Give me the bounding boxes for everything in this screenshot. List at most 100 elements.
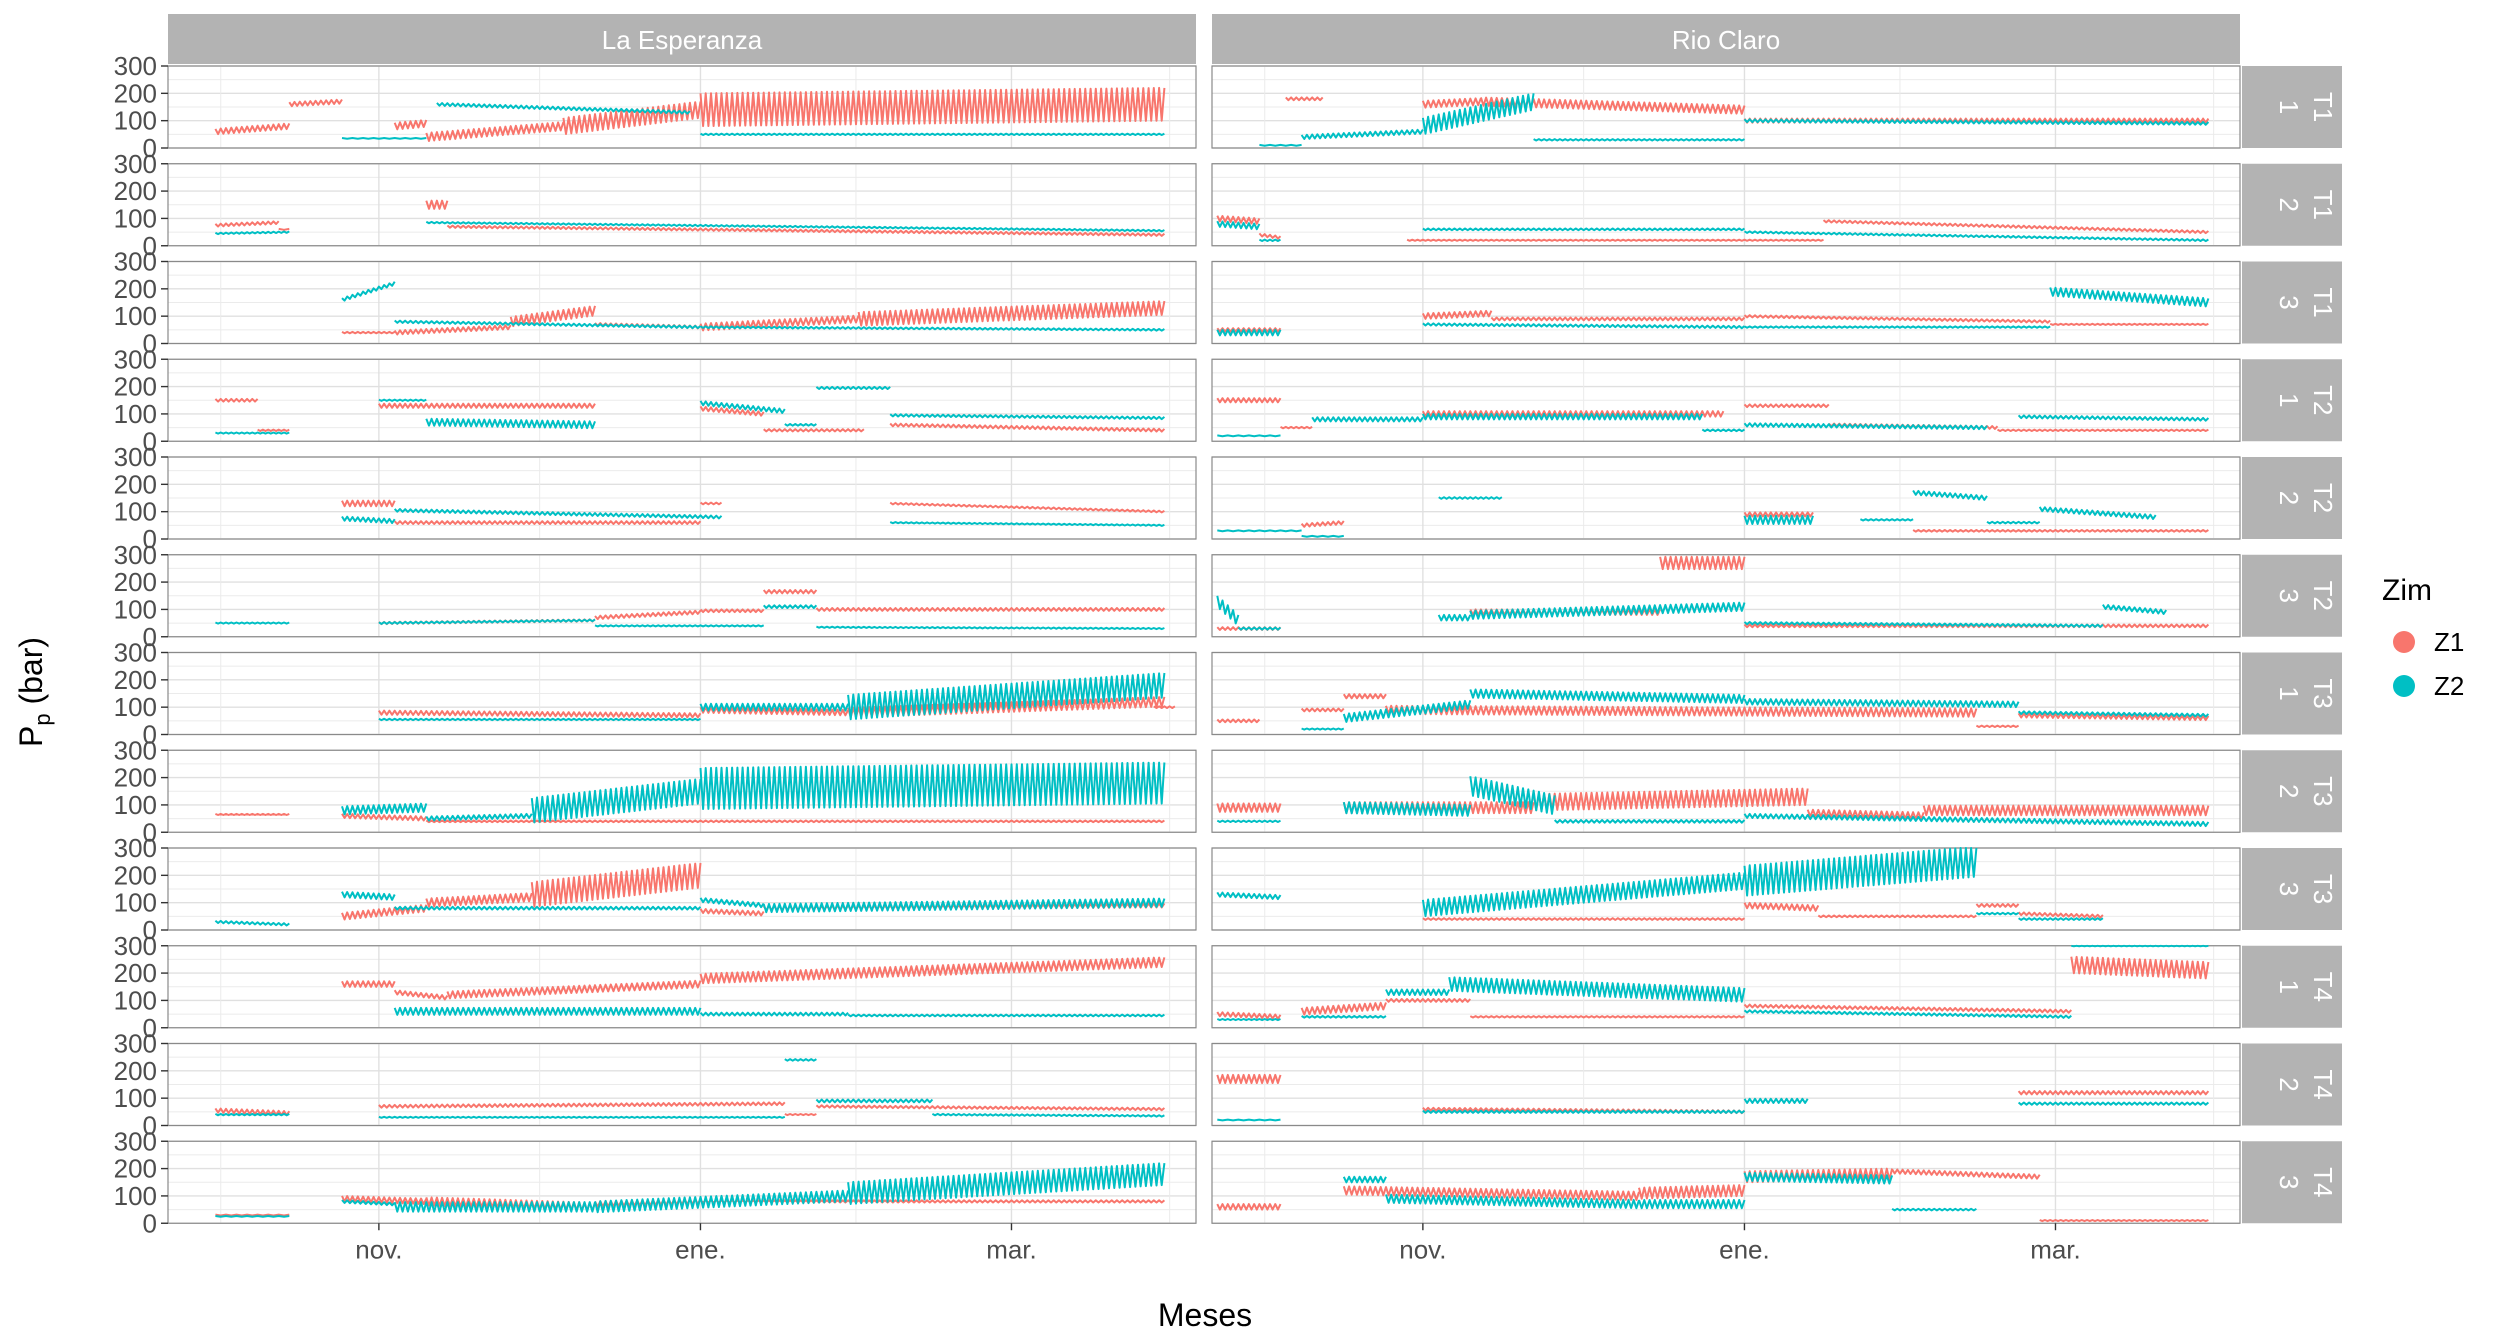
- series-line-segment: [215, 431, 290, 435]
- y-tick-label: 100: [114, 790, 157, 820]
- facet-strip-bg: [2242, 945, 2342, 1028]
- series-line-segment: [889, 413, 1166, 421]
- y-tick-label: 300: [114, 833, 157, 863]
- y-tick-label: 200: [114, 1056, 157, 1086]
- facet-strip-label-top: T3: [2308, 874, 2338, 904]
- series-z1: [341, 499, 1165, 525]
- series-line-segment: [1421, 97, 1482, 109]
- series-line-segment: [2018, 917, 2104, 921]
- series-line-segment: [1975, 911, 2020, 916]
- series-line-segment: [341, 980, 396, 988]
- facet-strip-label-bottom: 1: [2274, 100, 2304, 114]
- y-tick-label: 0: [143, 1208, 157, 1238]
- y-tick-label: 0: [143, 426, 157, 456]
- series-line-segment: [762, 897, 1166, 914]
- series-line-segment: [699, 405, 765, 417]
- series-z1: [214, 1101, 1166, 1117]
- y-tick-label: 0: [143, 817, 157, 847]
- facet-strip-label-top: T4: [2308, 1167, 2338, 1197]
- series-line-segment: [847, 696, 1166, 719]
- series-line-segment: [1743, 901, 1820, 912]
- facet-panel: [1211, 456, 2241, 540]
- facet-strip-bg: [2242, 554, 2342, 637]
- series-line-segment: [214, 919, 290, 927]
- series-line-segment: [699, 325, 1165, 332]
- series-line-segment: [1311, 416, 1424, 423]
- panel-border: [167, 163, 1197, 247]
- series-line-segment: [594, 624, 765, 628]
- series-line-segment: [425, 812, 533, 822]
- series-z2: [341, 281, 1165, 332]
- x-axis: nov. ene. mar.: [1399, 1223, 2081, 1264]
- series-line-segment: [2017, 414, 2210, 422]
- facet-strip-label-bottom: 1: [2274, 980, 2304, 994]
- series-z2: [1216, 220, 2209, 243]
- series-z1: [214, 199, 1166, 237]
- series-line-segment: [1469, 688, 1746, 704]
- facet-strip-label-bottom: 2: [2274, 784, 2304, 798]
- series-line-segment: [699, 956, 1166, 985]
- panel-border: [1211, 1042, 2241, 1127]
- facet-strip-bg: [2242, 163, 2342, 246]
- legend: Zim Z1 Z2: [2382, 574, 2464, 701]
- facet-strip-label-bottom: 2: [2274, 1077, 2304, 1091]
- y-tick-label: 200: [114, 665, 157, 695]
- series-line-segment: [341, 281, 396, 302]
- series-line-segment: [1300, 707, 1345, 713]
- facet-strip-column: Rio Claro: [1212, 14, 2240, 64]
- facet-strip-label-bottom: 2: [2274, 198, 2304, 212]
- series-line-segment: [699, 314, 860, 332]
- series-line-segment: [446, 979, 702, 1000]
- y-tick-label: 200: [114, 958, 157, 988]
- y-tick-label: 100: [114, 985, 157, 1015]
- facet-panel: [167, 847, 1197, 931]
- facet-panel: [1211, 163, 2241, 247]
- series-line-segment: [1385, 1193, 1640, 1210]
- panel-border: [1211, 260, 2241, 345]
- series-line-segment: [1638, 1199, 1746, 1210]
- facet-strip-bg: [2242, 1043, 2342, 1126]
- y-tick-label: 300: [114, 735, 157, 765]
- series-line-segment: [1438, 496, 1503, 500]
- series-line-segment: [762, 589, 818, 595]
- facet-panel: [167, 456, 1197, 540]
- series-z2: [378, 672, 1166, 722]
- series-z2: [341, 761, 1166, 824]
- x-axis: nov. ene. mar.: [355, 1223, 1037, 1264]
- series-z2: [1301, 688, 2210, 731]
- y-tick-label: 300: [114, 540, 157, 570]
- series-z2: [1217, 1097, 2210, 1122]
- legend-label: Z1: [2434, 627, 2464, 657]
- series-line-segment: [1216, 718, 1261, 724]
- facet-strip-bg: [2242, 261, 2342, 344]
- y-tick-label: 100: [114, 106, 157, 136]
- series-line-segment: [1448, 976, 1746, 1003]
- y-tick-label: 300: [114, 149, 157, 179]
- facet-strip-row: T1 1: [2242, 66, 2342, 148]
- series-line-segment: [214, 397, 259, 403]
- series-z1: [1300, 511, 2209, 533]
- facet-strip-bg: [168, 14, 1196, 64]
- series-line-segment: [378, 1115, 786, 1119]
- series-line-segment: [1532, 787, 1809, 812]
- series-line-segment: [2049, 286, 2210, 308]
- panel-border: [167, 554, 1197, 638]
- facet-panel: [167, 163, 1197, 247]
- x-tick-label: mar.: [986, 1234, 1037, 1264]
- series-line-segment: [446, 224, 1166, 237]
- series-line-segment: [1216, 220, 1261, 231]
- legend-key: [2393, 675, 2415, 697]
- facet-panel: [1211, 651, 2241, 736]
- series-line-segment: [393, 1006, 702, 1016]
- y-axis-title-sub: p: [30, 713, 55, 725]
- series-line-segment: [1533, 138, 1745, 142]
- facet-panel: [1211, 260, 2241, 345]
- series-line-segment: [1490, 316, 1746, 322]
- series-line-segment: [341, 137, 427, 140]
- series-line-segment: [341, 1199, 396, 1207]
- series-line-segment: [1217, 434, 1281, 438]
